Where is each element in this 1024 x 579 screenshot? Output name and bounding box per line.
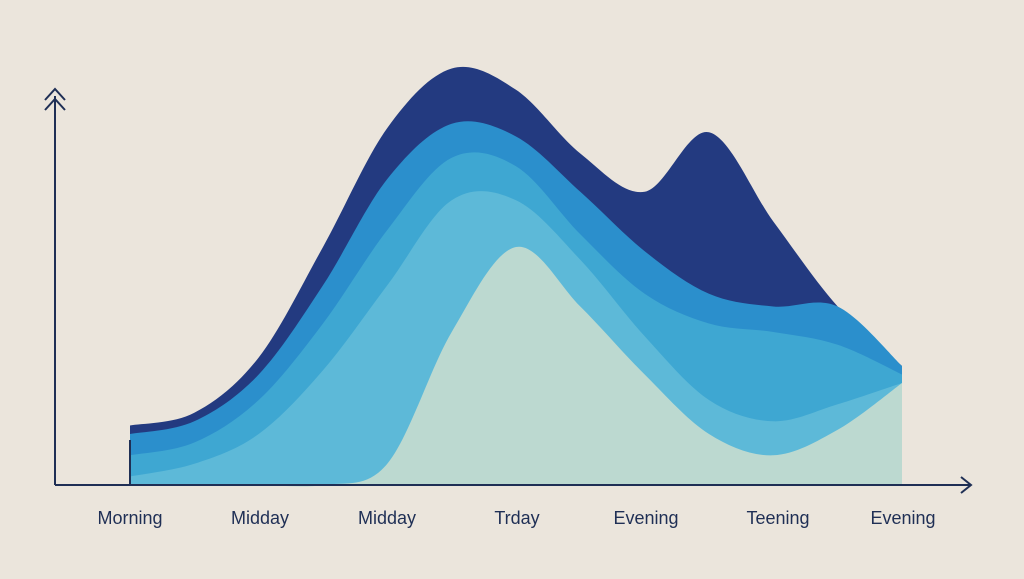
x-tick-label-3: Midday: [358, 508, 416, 528]
x-tick-label-6: Teening: [746, 508, 809, 528]
x-axis-arrow-icon: [960, 476, 973, 494]
x-tick-label-7: Evening: [870, 508, 935, 528]
x-tick-label-4: Trday: [494, 508, 539, 528]
series-layer: [130, 66, 902, 487]
x-tick-labels: Morning Midday Midday Trday Evening Teening Ev…: [97, 508, 935, 528]
series-area-5: [130, 246, 902, 487]
y-axis-arrow-icon-secondary: [44, 97, 66, 111]
axes: [44, 87, 973, 494]
x-tick-label-2: Midday: [231, 508, 289, 528]
x-tick-label-5: Evening: [613, 508, 678, 528]
x-tick-label-1: Morning: [97, 508, 162, 528]
y-axis-arrow-icon: [44, 87, 66, 101]
